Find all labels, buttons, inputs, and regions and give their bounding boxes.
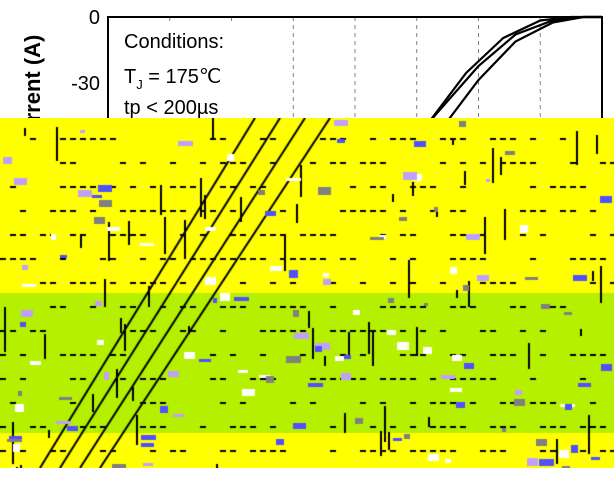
annotation-background bbox=[118, 24, 253, 120]
y-tick-minus-30: -30 bbox=[71, 73, 100, 95]
y-tick-0: 0 bbox=[89, 7, 100, 29]
y-axis-label: rrent (A) bbox=[20, 35, 45, 122]
annotation-tj-sub: J bbox=[136, 77, 143, 92]
annotation-tj-main: T bbox=[124, 66, 136, 88]
annotation-tj-rest: = 175℃ bbox=[143, 66, 222, 88]
corrupted-image-band bbox=[0, 118, 614, 468]
annotation-line-3: tp < 200µs bbox=[124, 97, 218, 119]
conditions-annotation: Conditions: TJ = 175℃ tp < 200µs bbox=[118, 24, 253, 120]
annotation-line-2: TJ = 175℃ bbox=[124, 66, 221, 92]
annotation-line-1: Conditions: bbox=[124, 31, 224, 53]
